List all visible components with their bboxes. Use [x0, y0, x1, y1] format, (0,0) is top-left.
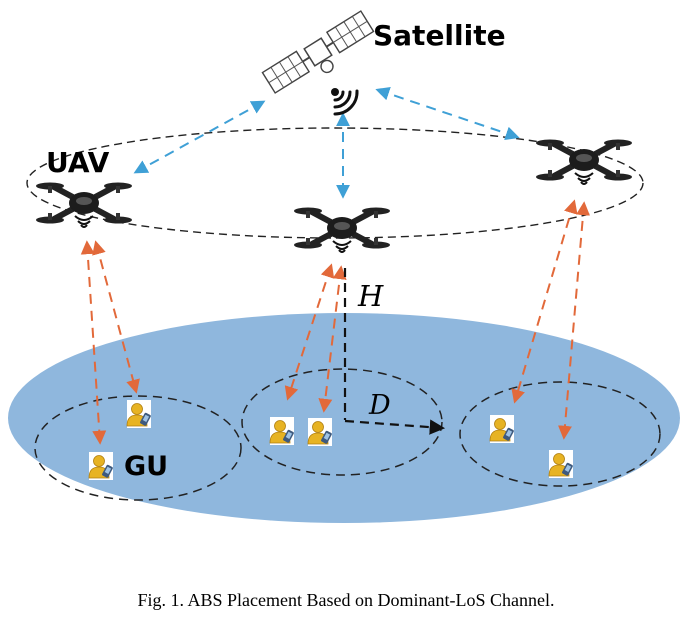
user-phone-icon-3 [269, 416, 295, 446]
gu-link-left-2 [92, 240, 140, 394]
user-phone-icon-4 [307, 417, 333, 447]
gu-label: GU [124, 451, 168, 482]
user-phone-icon-6 [548, 449, 574, 479]
satellite-label: Satellite [373, 19, 506, 52]
satellite-link-left [133, 100, 266, 174]
gu-link-right-2 [557, 201, 591, 440]
user-phone-icon-2 [88, 451, 114, 481]
uav-orbit [26, 127, 644, 239]
satellite-link-right [375, 86, 520, 141]
user-phone-icon-1 [126, 399, 152, 429]
drone-icon-left [36, 183, 132, 228]
distance-arrow [344, 419, 446, 435]
cell-boundary-left [34, 395, 242, 501]
satellite-icon [261, 10, 375, 94]
figure-caption: Fig. 1. ABS Placement Based on Dominant-… [137, 590, 555, 610]
distance-label: D [368, 390, 391, 421]
drone-icon-center [294, 208, 390, 253]
satellite-links [133, 86, 520, 199]
uav-gu-links [80, 199, 591, 445]
signal-waves-icon [331, 88, 359, 116]
user-phone-icon-5 [489, 414, 515, 444]
uav-label: UAV [46, 146, 110, 179]
gu-link-center-2 [318, 265, 347, 413]
height-label: H [357, 279, 384, 313]
